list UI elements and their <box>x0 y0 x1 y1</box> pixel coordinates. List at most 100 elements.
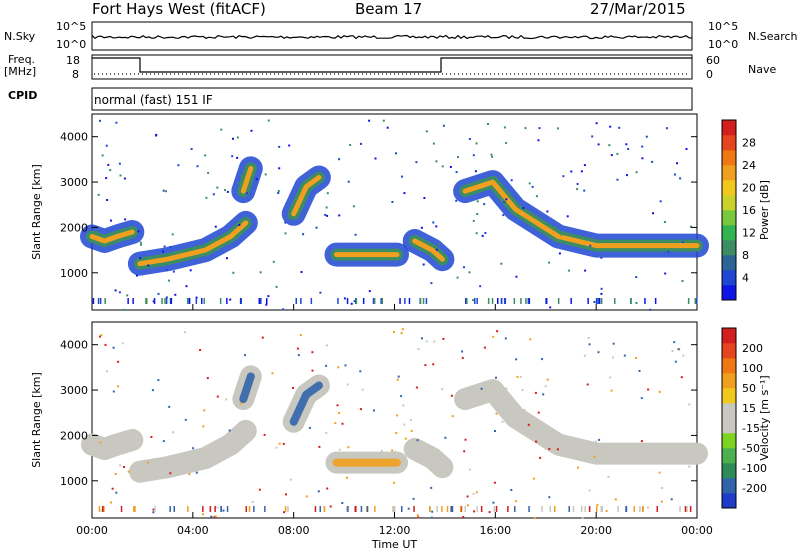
noise-speck <box>449 166 452 168</box>
x-tick-label: 00:00 <box>681 524 713 537</box>
ground-speck <box>614 298 616 304</box>
echo-band-core <box>412 238 445 262</box>
noise-speck <box>195 471 198 474</box>
noise-speck <box>150 436 153 438</box>
colorbar-swatch <box>722 285 736 301</box>
ground-speck <box>633 506 635 512</box>
ground-speck <box>188 298 191 304</box>
noise-speck <box>220 128 223 131</box>
noise-speck <box>326 487 329 490</box>
colorbar-tick-label: -200 <box>742 482 767 495</box>
noise-speck <box>278 145 281 148</box>
noise-speck <box>267 119 270 122</box>
noise-speck <box>163 245 166 248</box>
freq-unit-label: [MHz] <box>4 65 37 78</box>
ground-speck <box>541 506 543 512</box>
colorbar-tick-label: 16 <box>742 204 756 217</box>
colorbar-swatch <box>722 210 736 226</box>
noise-speck <box>609 125 612 128</box>
noise-speck <box>495 412 498 415</box>
nsearch-bottom-tick: 10^0 <box>708 38 739 51</box>
noise-speck <box>432 221 435 224</box>
ground-speck <box>429 506 431 512</box>
echo-band-core <box>461 386 701 458</box>
ground-speck <box>248 506 251 512</box>
noise-speck <box>195 296 198 299</box>
freq-top-tick: 18 <box>66 54 80 67</box>
colorbar-swatch <box>722 180 736 196</box>
noise-speck <box>583 164 586 167</box>
echo-band-core <box>240 165 254 194</box>
noise-speck <box>400 332 403 335</box>
colorbar-tick-label: 12 <box>742 227 756 240</box>
noise-speck <box>329 505 332 508</box>
noise-speck <box>422 263 425 266</box>
ground-speck <box>476 298 478 304</box>
noise-speck <box>640 440 643 443</box>
ground-speck <box>392 506 394 512</box>
date-label: 27/Mar/2015 <box>590 0 686 18</box>
colorbar-tick-label: 15 <box>742 402 756 415</box>
noise-speck <box>416 514 419 517</box>
noise-speck <box>479 285 482 288</box>
noise-speck <box>500 262 503 265</box>
noise-speck <box>652 212 654 215</box>
ground-speck <box>145 298 147 304</box>
noise-speck <box>105 177 108 180</box>
noise-speck <box>386 126 389 129</box>
noise-speck <box>338 412 341 415</box>
noise-speck <box>157 292 160 295</box>
noise-speck <box>539 456 542 459</box>
x-tick-label: 00:00 <box>76 524 108 537</box>
ground-speck <box>572 506 575 512</box>
noise-speck <box>232 271 235 274</box>
colorbar-tick-label: 200 <box>742 342 763 355</box>
noise-speck <box>189 269 192 272</box>
ground-speck <box>436 506 438 512</box>
ground-speck <box>446 506 449 512</box>
noise-speck <box>292 386 294 389</box>
ground-speck <box>219 298 222 304</box>
noise-speck <box>117 360 120 363</box>
noise-speck <box>325 364 328 367</box>
noise-speck <box>430 516 433 519</box>
noise-speck <box>443 261 446 264</box>
freq-strip <box>91 54 693 80</box>
noise-speck <box>391 449 394 452</box>
noise-speck <box>496 330 499 333</box>
noise-speck <box>680 376 683 379</box>
ground-speck <box>355 506 357 512</box>
noise-speck <box>368 119 371 122</box>
noise-speck <box>541 358 543 361</box>
noise-speck <box>278 442 281 445</box>
noise-speck <box>600 287 603 290</box>
noise-speck <box>315 226 318 229</box>
noise-speck <box>616 152 619 155</box>
noise-speck <box>591 135 594 138</box>
noise-speck <box>353 300 356 303</box>
nsky-top-tick: 10^5 <box>56 20 87 33</box>
noise-speck <box>532 477 535 480</box>
noise-speck <box>246 192 248 195</box>
nave-bottom-tick: 0 <box>706 68 713 81</box>
ground-speck <box>103 506 105 512</box>
noise-speck <box>324 213 327 216</box>
noise-speck <box>299 334 302 337</box>
ground-speck <box>595 298 598 304</box>
noise-speck <box>638 369 641 372</box>
noise-speck <box>544 385 547 388</box>
echo-band-core <box>135 426 250 476</box>
noise-speck <box>435 248 438 251</box>
noise-speck <box>236 136 239 139</box>
noise-speck <box>521 388 524 391</box>
ground-speck <box>404 298 406 304</box>
noise-speck <box>210 515 213 518</box>
noise-speck <box>325 432 328 434</box>
noise-speck <box>577 466 579 469</box>
noise-speck <box>206 377 209 380</box>
noise-speck <box>124 218 127 221</box>
noise-speck <box>184 418 187 421</box>
noise-speck <box>239 402 242 405</box>
colorbar-tick-label: -50 <box>742 442 760 455</box>
noise-speck <box>466 504 469 507</box>
